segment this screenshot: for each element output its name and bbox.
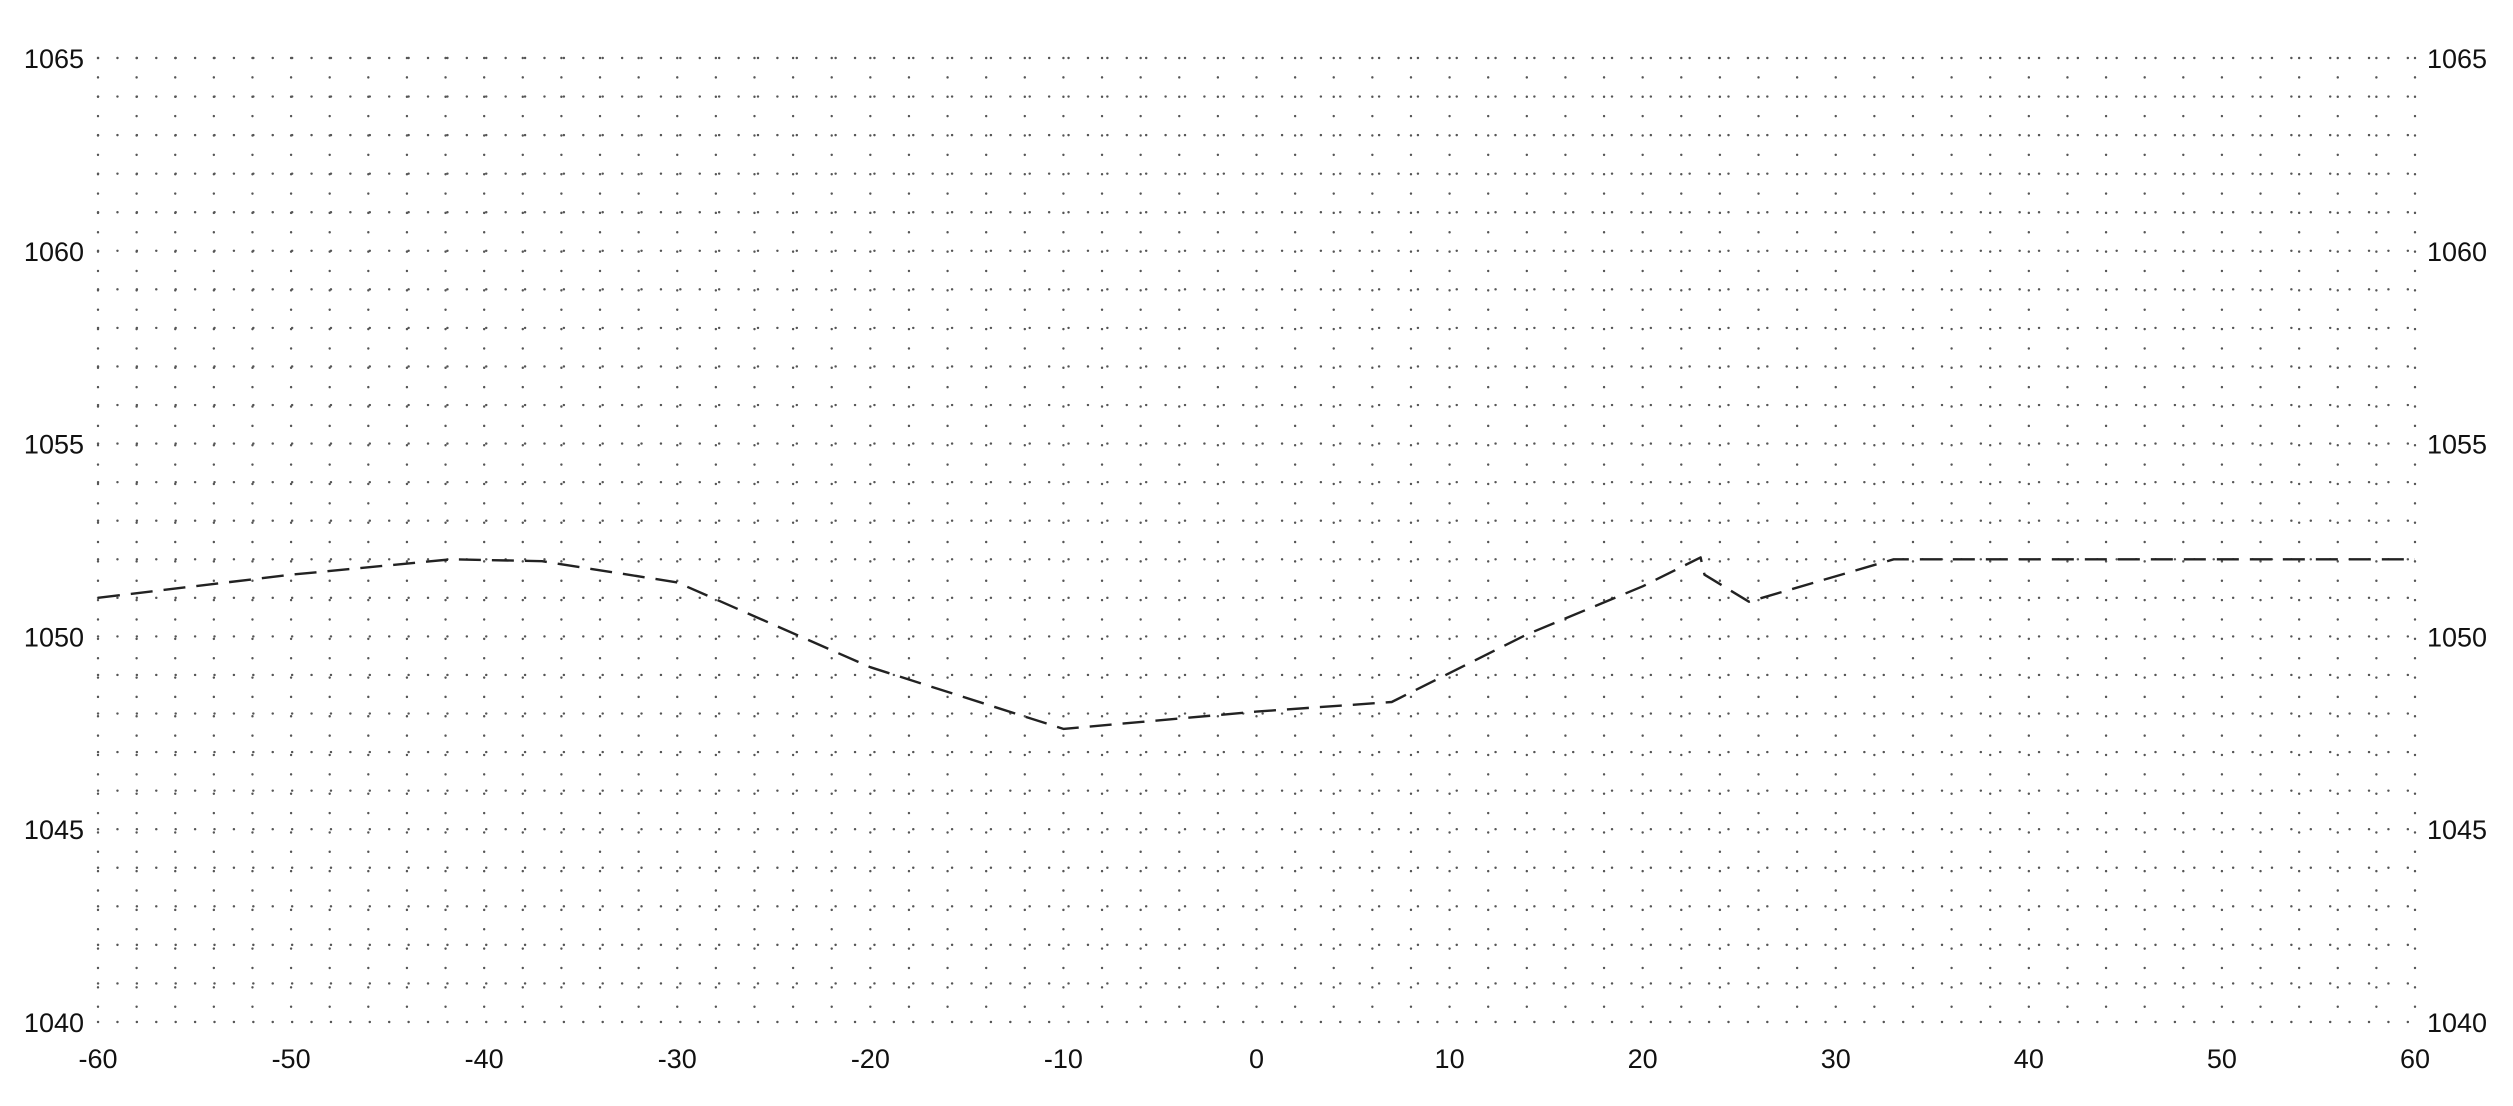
x-tick-label: -30	[658, 1044, 697, 1074]
x-tick-label: 30	[1821, 1044, 1851, 1074]
series-layer	[97, 556, 2415, 731]
y-tick-label-left: 1050	[24, 622, 84, 652]
x-tick-label: -20	[851, 1044, 890, 1074]
y-tick-label-left: 1040	[24, 1008, 84, 1038]
y-tick-label-right: 1040	[2427, 1008, 2487, 1038]
y-tick-label-left: 1045	[24, 815, 84, 845]
y-tick-label-right: 1045	[2427, 815, 2487, 845]
x-tick-label: 20	[1628, 1044, 1658, 1074]
grid-layer	[96, 56, 2417, 1024]
label-layer: -60 -50 -40 -30 -20 -10 0 10 20 30 40 50 60 1040 1040 1…	[24, 44, 2487, 1074]
x-tick-label: 50	[2207, 1044, 2237, 1074]
x-tick-label: -40	[465, 1044, 504, 1074]
x-tick-label: 60	[2400, 1044, 2430, 1074]
y-tick-label-right: 1065	[2427, 44, 2487, 74]
x-tick-label: 10	[1435, 1044, 1465, 1074]
y-tick-label-left: 1065	[24, 44, 84, 74]
x-tick-label: -10	[1044, 1044, 1083, 1074]
x-tick-label: -50	[272, 1044, 311, 1074]
y-tick-label-left: 1055	[24, 430, 84, 460]
y-tick-label-right: 1050	[2427, 622, 2487, 652]
y-tick-label-right: 1060	[2427, 237, 2487, 267]
x-tick-label: 0	[1249, 1044, 1264, 1074]
x-tick-label: 40	[2014, 1044, 2044, 1074]
x-tick-label: -60	[78, 1044, 117, 1074]
y-tick-label-left: 1060	[24, 237, 84, 267]
series-line	[97, 556, 2415, 731]
y-tick-label-right: 1055	[2427, 430, 2487, 460]
